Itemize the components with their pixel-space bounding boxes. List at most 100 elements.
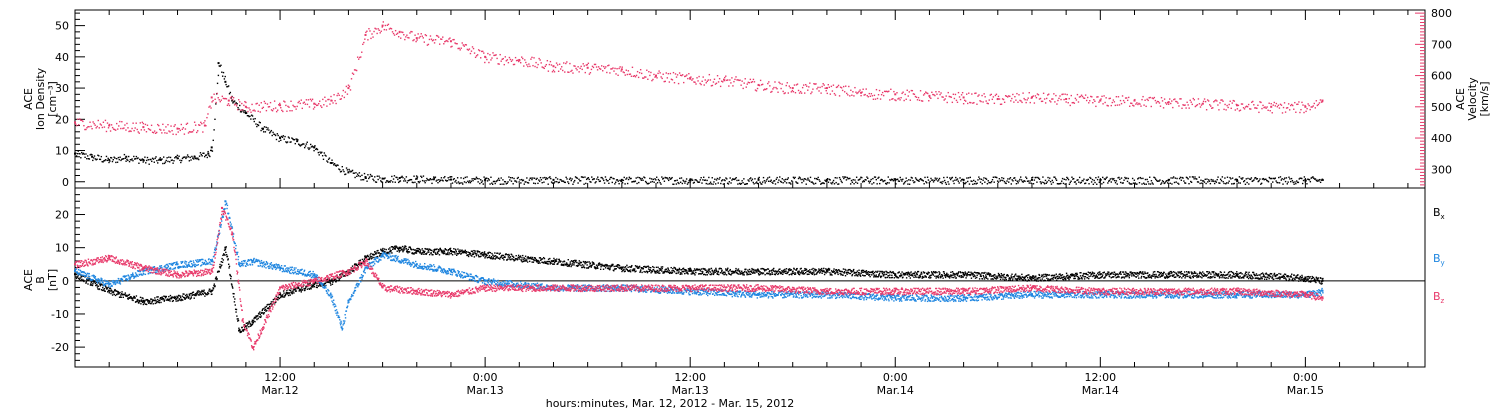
velocity-point: [1011, 97, 1013, 100]
velocity-point: [807, 89, 809, 91]
density-point: [342, 169, 344, 171]
bx-point: [173, 297, 176, 300]
bx-point: [752, 268, 755, 271]
density-point: [592, 178, 595, 180]
b-tick-label: 10: [55, 242, 69, 255]
bx-point: [189, 298, 191, 300]
bx-point: [852, 269, 854, 272]
velocity-point: [570, 70, 572, 73]
bx-point: [467, 251, 469, 253]
density-point: [1024, 180, 1026, 183]
bx-point: [700, 273, 702, 275]
bx-point: [845, 269, 847, 271]
bx-point: [686, 270, 688, 272]
density-point: [298, 144, 301, 146]
velocity-point: [1288, 109, 1291, 111]
velocity-point: [761, 83, 764, 86]
bx-point: [229, 273, 231, 276]
velocity-point: [910, 89, 913, 92]
density-point: [956, 178, 959, 180]
bx-point: [107, 286, 109, 289]
density-point: [326, 160, 328, 162]
velocity-point: [1061, 93, 1063, 96]
density-point: [910, 176, 913, 179]
density-point: [858, 178, 860, 181]
velocity-point: [211, 101, 213, 103]
density-point: [78, 152, 80, 155]
bx-point: [780, 272, 783, 274]
bx-point: [120, 293, 123, 295]
density-point: [1061, 177, 1064, 180]
velocity-point: [677, 82, 680, 85]
density-point: [298, 143, 300, 145]
velocity-point: [920, 100, 923, 102]
bx-point: [459, 249, 461, 251]
bx-point: [686, 271, 688, 274]
density-point: [1048, 179, 1050, 182]
bx-point: [802, 272, 804, 274]
density-point: [694, 179, 696, 181]
bx-point: [295, 290, 298, 292]
bx-point: [662, 271, 665, 273]
bx-point: [633, 268, 635, 270]
bx-point: [803, 269, 805, 272]
density-point: [1289, 178, 1291, 180]
time-tick-label: 12:00: [264, 371, 296, 384]
velocity-point: [1092, 102, 1094, 104]
bx-point: [191, 294, 193, 296]
velocity-point: [885, 90, 887, 93]
bx-point: [142, 303, 145, 306]
density-point: [508, 176, 510, 178]
velocity-point: [194, 124, 197, 126]
bx-point: [814, 268, 817, 271]
bx-point: [418, 248, 421, 251]
bx-point: [773, 270, 775, 272]
density-point: [282, 135, 285, 137]
density-point: [1202, 180, 1205, 182]
velocity-point: [367, 39, 369, 41]
density-point: [967, 180, 969, 183]
density-point: [710, 183, 713, 185]
density-point: [926, 176, 929, 178]
bx-point: [173, 296, 175, 299]
density-point: [131, 158, 133, 160]
velocity-point: [1151, 97, 1153, 99]
bx-point: [508, 257, 511, 259]
velocity-point: [446, 39, 448, 42]
bx-point: [829, 272, 831, 274]
velocity-point: [1086, 96, 1089, 99]
bx-point: [214, 278, 217, 280]
velocity-point: [384, 24, 387, 27]
velocity-point: [613, 70, 615, 72]
bx-point: [94, 282, 97, 285]
bx-point: [855, 272, 857, 274]
velocity-point: [92, 121, 94, 123]
density-point: [374, 176, 376, 178]
bx-point: [149, 302, 152, 305]
velocity-point: [89, 121, 91, 123]
density-point: [643, 176, 645, 178]
velocity-point: [1068, 97, 1070, 100]
density-point: [507, 181, 509, 183]
bx-point: [80, 276, 83, 278]
density-point: [784, 180, 786, 183]
bx-point: [962, 273, 965, 276]
velocity-point: [553, 71, 556, 73]
density-point: [1165, 180, 1167, 183]
velocity-point: [1265, 107, 1267, 109]
velocity-point: [534, 65, 536, 68]
velocity-point: [1113, 101, 1116, 103]
bx-point: [550, 262, 552, 265]
bx-point: [437, 248, 440, 251]
density-point: [944, 181, 947, 184]
density-point: [1094, 181, 1096, 184]
velocity-point: [281, 109, 283, 112]
velocity-point: [981, 94, 983, 97]
velocity-point: [510, 60, 513, 62]
bx-point: [790, 273, 792, 275]
bx-point: [225, 253, 228, 256]
bx-point: [522, 254, 524, 257]
bx-point: [108, 289, 110, 292]
density-point: [140, 159, 143, 161]
density-point: [709, 181, 712, 183]
